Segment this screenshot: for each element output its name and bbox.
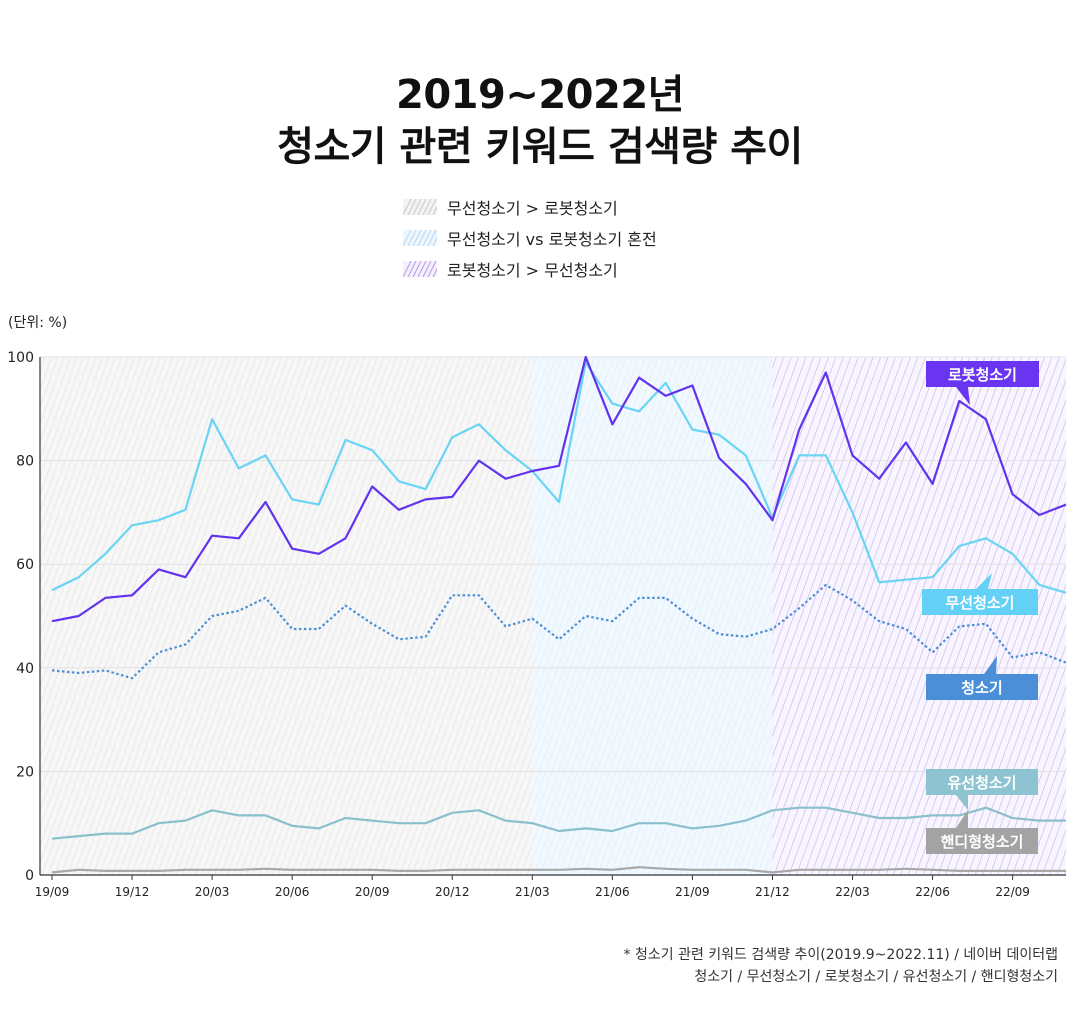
y-tick-label: 60 bbox=[16, 557, 34, 573]
legend-label: 무선청소기 > 로봇청소기 bbox=[447, 199, 618, 218]
series-label-pointer bbox=[984, 656, 997, 674]
legend-swatch-blue bbox=[403, 230, 437, 246]
background-regions bbox=[40, 357, 1066, 875]
legend: 무선청소기 > 로봇청소기 무선청소기 vs 로봇청소기 혼전 로봇청소기 > … bbox=[403, 192, 657, 285]
series-label-pointer bbox=[956, 795, 968, 810]
x-tick-label: 19/12 bbox=[115, 885, 150, 899]
legend-item-robot-wins: 로봇청소기 > 무선청소기 bbox=[403, 254, 657, 284]
y-tick-label: 100 bbox=[7, 350, 34, 366]
series-label-box bbox=[926, 361, 1039, 387]
series-label-text: 로봇청소기 bbox=[948, 366, 1017, 384]
series-label-pointer bbox=[976, 573, 992, 589]
axes: 0 20 40 60 80 100 19/09 19/12 20/03 20/06 20/09 20/… bbox=[7, 350, 1066, 899]
y-tick-label: 40 bbox=[16, 661, 34, 677]
series-line bbox=[51, 355, 1067, 623]
series-label-box bbox=[926, 674, 1038, 700]
series-label-text: 청소기 bbox=[961, 679, 1002, 697]
x-tick-label: 21/12 bbox=[755, 885, 790, 899]
footnote-line2: 청소기 / 무선청소기 / 로봇청소기 / 유선청소기 / 핸디형청소기 bbox=[694, 969, 1058, 985]
series-label-box bbox=[926, 828, 1038, 854]
x-tick-label: 20/03 bbox=[195, 885, 230, 899]
series-label-pointer bbox=[956, 387, 970, 405]
series-line bbox=[51, 806, 1066, 840]
legend-item-wireless-wins: 무선청소기 > 로봇청소기 bbox=[403, 192, 657, 222]
x-tick-label: 21/03 bbox=[515, 885, 550, 899]
series-label-box bbox=[922, 589, 1038, 615]
y-tick-label: 0 bbox=[25, 868, 34, 884]
legend-item-mixed: 무선청소기 vs 로봇청소기 혼전 bbox=[403, 223, 657, 253]
x-tick-label: 19/09 bbox=[35, 885, 70, 899]
x-tick-label: 21/06 bbox=[595, 885, 630, 899]
series-label-text: 핸디형청소기 bbox=[941, 833, 1024, 851]
series-lines bbox=[51, 355, 1067, 874]
line-chart: 0 20 40 60 80 100 19/09 19/12 20/03 20/06 20/09 20/… bbox=[7, 350, 1067, 899]
region-3 bbox=[772, 357, 1066, 875]
series-label-text: 무선청소기 bbox=[945, 594, 1014, 612]
legend-label: 로봇청소기 > 무선청소기 bbox=[447, 261, 618, 280]
y-tick-label: 80 bbox=[16, 454, 34, 470]
x-tick-label: 22/03 bbox=[835, 885, 870, 899]
unit-label: (단위: %) bbox=[8, 315, 68, 331]
footnote: * 청소기 관련 키워드 검색량 추이(2019.9~2022.11) / 네이… bbox=[624, 944, 1058, 988]
series-label-text: 유선청소기 bbox=[947, 774, 1016, 792]
x-tick-label: 20/06 bbox=[275, 885, 310, 899]
series-label-pointer bbox=[956, 810, 968, 828]
region-2 bbox=[532, 357, 773, 875]
footnote-line1: * 청소기 관련 키워드 검색량 추이(2019.9~2022.11) / 네이… bbox=[623, 947, 1058, 963]
y-tick-label: 20 bbox=[16, 764, 34, 780]
series-line bbox=[51, 866, 1066, 874]
legend-label: 무선청소기 vs 로봇청소기 혼전 bbox=[447, 230, 657, 249]
chart-title-line1: 2019~2022년 bbox=[396, 72, 684, 118]
legend-swatch-purple bbox=[403, 261, 437, 277]
x-tick-label: 22/09 bbox=[995, 885, 1030, 899]
x-tick-label: 22/06 bbox=[915, 885, 950, 899]
x-tick-label: 21/09 bbox=[675, 885, 710, 899]
series-line bbox=[51, 361, 1067, 594]
grid-lines bbox=[40, 356, 1066, 772]
series-line bbox=[51, 583, 1067, 680]
series-label-box bbox=[926, 769, 1038, 795]
x-tick-label: 20/12 bbox=[435, 885, 470, 899]
x-tick-label: 20/09 bbox=[355, 885, 390, 899]
legend-swatch-gray bbox=[403, 199, 437, 215]
chart-title-line2: 청소기 관련 키워드 검색량 추이 bbox=[277, 124, 803, 170]
